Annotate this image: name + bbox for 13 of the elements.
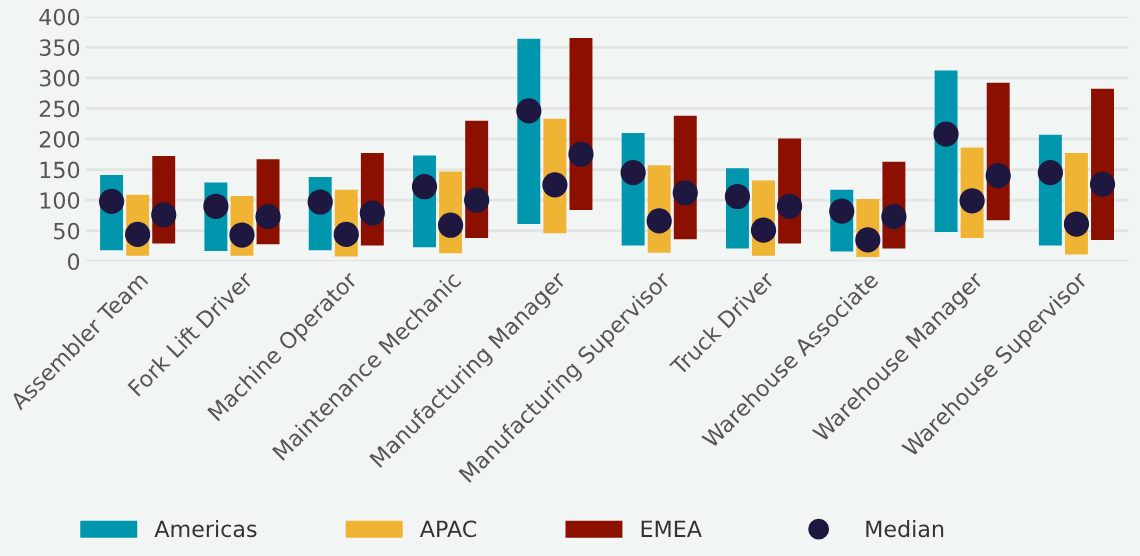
legend-label: Median [866,520,944,538]
y-tick-label: 0 [67,253,80,271]
y-tick-label: 150 [40,161,80,179]
legend-label: Americas [154,520,257,538]
legend-label: EMEA [641,520,702,537]
y-tick-label: 400 [39,8,80,26]
legend-label: APAC [419,520,477,538]
y-tick-label: 300 [39,69,80,87]
y-tick-label: 250 [39,100,80,118]
y-tick-label: 100 [40,192,80,209]
y-tick-label: 350 [39,39,80,57]
y-tick-label: 50 [54,222,80,240]
y-tick-label: 200 [39,130,80,148]
